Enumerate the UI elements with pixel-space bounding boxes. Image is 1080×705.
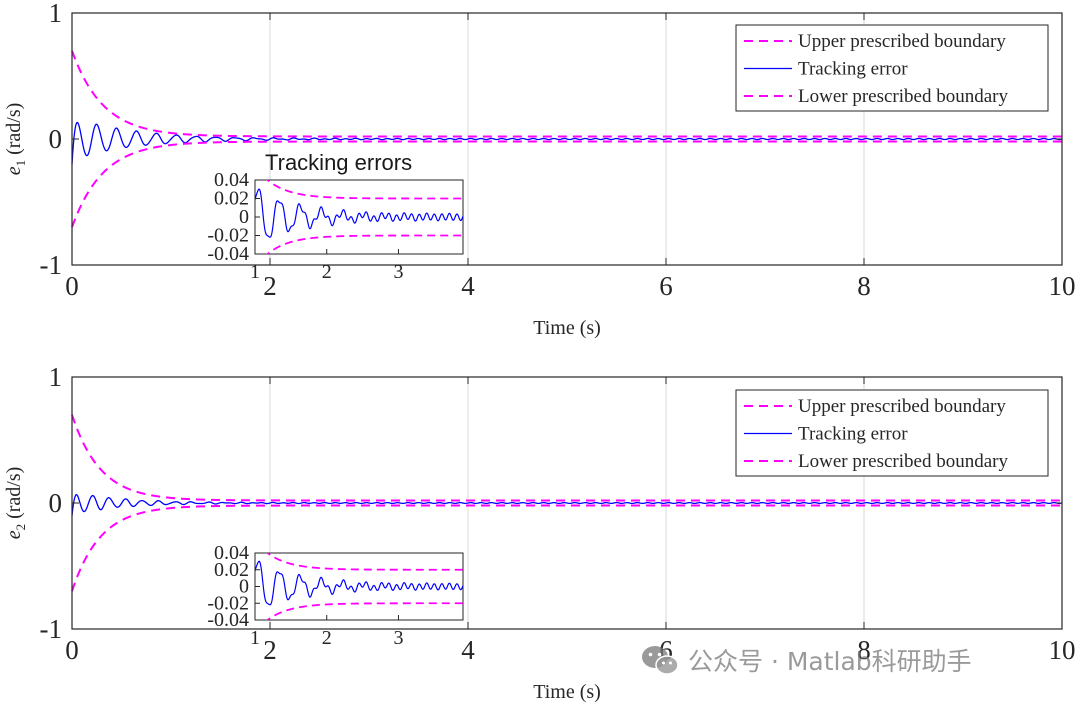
- legend-entry: Tracking error: [798, 424, 908, 445]
- legend-entry: Upper prescribed boundary: [798, 31, 1006, 52]
- inset-series-upper-prescribed-boundary: [266, 180, 463, 200]
- y-tick-label: 1: [49, 0, 63, 28]
- legend: Upper prescribed boundary Tracking error L…: [735, 389, 1049, 477]
- inset-x-tick-label: 2: [322, 261, 332, 283]
- y-tick-label: 0: [49, 488, 63, 518]
- inset: 1 2 3 0.040.020-0.02-0.04: [207, 542, 464, 649]
- inset-x-tick-label: 3: [393, 627, 403, 649]
- x-tick-label: 10: [1049, 271, 1076, 301]
- y-tick-label: 1: [49, 362, 63, 392]
- inset-y-tick-label: -0.02: [207, 225, 249, 247]
- inset-y-tick-label: -0.02: [207, 592, 249, 614]
- inset-plot-area: [255, 553, 463, 620]
- x-tick-label: 0: [65, 271, 79, 301]
- y-axis-label-subscript: 1: [13, 160, 28, 167]
- x-tick-label: 8: [857, 271, 871, 301]
- series-tracking-error: [71, 121, 1063, 165]
- y-axis-label: e2 (rad/s): [3, 467, 28, 540]
- inset-y-tick-label: -0.04: [207, 243, 249, 265]
- inset-title: Tracking errors: [265, 150, 412, 175]
- inset-x-tick-label: 2: [322, 627, 332, 649]
- y-tick-label: 0: [49, 124, 63, 154]
- inset-y-tick-label: 0.02: [214, 559, 249, 581]
- y-axis-label-unit: (rad/s): [3, 467, 25, 524]
- inset-y-tick-label: 0.04: [214, 169, 249, 191]
- x-tick-label: 10: [1049, 635, 1076, 665]
- x-tick-label: 4: [461, 271, 475, 301]
- inset-plot-area: [255, 180, 463, 254]
- inset-series-upper-prescribed-boundary: [266, 553, 463, 571]
- legend-entry: Upper prescribed boundary: [798, 396, 1006, 417]
- x-axis-label: Time (s): [533, 317, 601, 339]
- inset-x-tick-label: 1: [250, 261, 260, 283]
- y-tick-label: -1: [40, 614, 63, 644]
- y-axis-label-subscript: 2: [13, 524, 28, 531]
- x-axis-label: Time (s): [533, 681, 601, 703]
- inset-y-tick-label: 0.04: [214, 542, 249, 564]
- y-tick-label: -1: [40, 250, 63, 280]
- legend-entry: Lower prescribed boundary: [798, 86, 1008, 107]
- x-tick-label: 0: [65, 635, 79, 665]
- legend-entry: Tracking error: [798, 59, 908, 80]
- inset-y-tick-label: 0: [239, 206, 249, 228]
- inset-y-tick-label: 0: [239, 576, 249, 598]
- y-axis-label-var: e: [3, 530, 25, 539]
- inset-x-tick-label: 3: [393, 261, 403, 283]
- legend: Upper prescribed boundary Tracking error L…: [735, 24, 1049, 112]
- inset-y-tick-label: -0.04: [207, 609, 249, 631]
- x-tick-label: 6: [659, 635, 673, 665]
- inset-series-tracking-error: [255, 188, 463, 238]
- y-axis-label-unit: (rad/s): [3, 103, 25, 160]
- inset-series-lower-prescribed-boundary: [266, 602, 463, 620]
- x-tick-label: 2: [263, 271, 277, 301]
- x-tick-label: 4: [461, 635, 475, 665]
- x-tick-label: 8: [857, 635, 871, 665]
- x-tick-label: 2: [263, 635, 277, 665]
- series-tracking-error: [71, 493, 1063, 516]
- inset-series-lower-prescribed-boundary: [266, 234, 463, 254]
- y-axis-label: e1 (rad/s): [3, 103, 28, 176]
- y-axis-label-var: e: [3, 166, 25, 175]
- inset-series-tracking-error: [255, 560, 463, 606]
- legend-entry: Lower prescribed boundary: [798, 451, 1008, 472]
- x-tick-label: 6: [659, 271, 673, 301]
- inset-x-tick-label: 1: [250, 627, 260, 649]
- inset: 1 2 3 0.040.020-0.02-0.04 Tracking errors: [207, 150, 464, 283]
- inset-y-tick-label: 0.02: [214, 188, 249, 210]
